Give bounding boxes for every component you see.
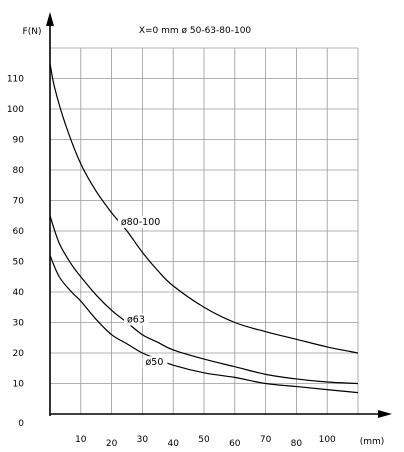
y-tick-label: 90: [13, 136, 25, 146]
y-tick-label: 10: [13, 380, 25, 390]
series-label-bg: [117, 215, 168, 228]
y-tick-label: 40: [13, 288, 25, 298]
x-tick-label: 40: [167, 439, 179, 449]
x-tick-label: 70: [260, 435, 272, 445]
x-tick-label: 80: [291, 439, 303, 449]
x-tick-label: 100: [319, 435, 336, 445]
axes: [46, 12, 392, 418]
y-tick-label: 100: [7, 105, 24, 115]
chart-title: X=0 mm ø 50-63-80-100: [139, 26, 252, 36]
tick-labels: 0 10 20 30 40 50 60 70 80 90 100 110 10 20 30 40 50 60 70 8…: [7, 75, 336, 450]
x-axis-arrow: [378, 410, 392, 418]
x-tick-label: 20: [106, 439, 118, 449]
series-line: [49, 63, 359, 354]
y-tick-label: 20: [13, 349, 25, 359]
y-tick-label: 60: [13, 227, 25, 237]
series-label-bg: [142, 356, 168, 369]
y-axis-arrow: [46, 12, 54, 26]
y-tick-label: 70: [13, 197, 25, 207]
y-tick-label: 80: [13, 166, 25, 176]
series-label-bg: [124, 313, 149, 326]
y-tick-label: 50: [13, 258, 25, 268]
x-tick-label: 60: [229, 439, 241, 449]
series-line: [49, 215, 359, 385]
x-axis-label: (mm): [360, 437, 385, 447]
y-tick-label: 0: [18, 419, 24, 429]
series-labels: ø80-100 ø63 ø50: [117, 215, 168, 369]
x-tick-label: 30: [137, 435, 149, 445]
x-tick-label: 10: [75, 435, 87, 445]
y-axis-label: F(N): [23, 27, 42, 37]
y-tick-label: 110: [7, 75, 24, 85]
series-label: ø50: [145, 357, 163, 368]
y-tick-label: 30: [13, 319, 25, 329]
x-tick-label: 50: [198, 435, 210, 445]
series-label: ø80-100: [121, 217, 160, 228]
series-label: ø63: [127, 315, 145, 326]
